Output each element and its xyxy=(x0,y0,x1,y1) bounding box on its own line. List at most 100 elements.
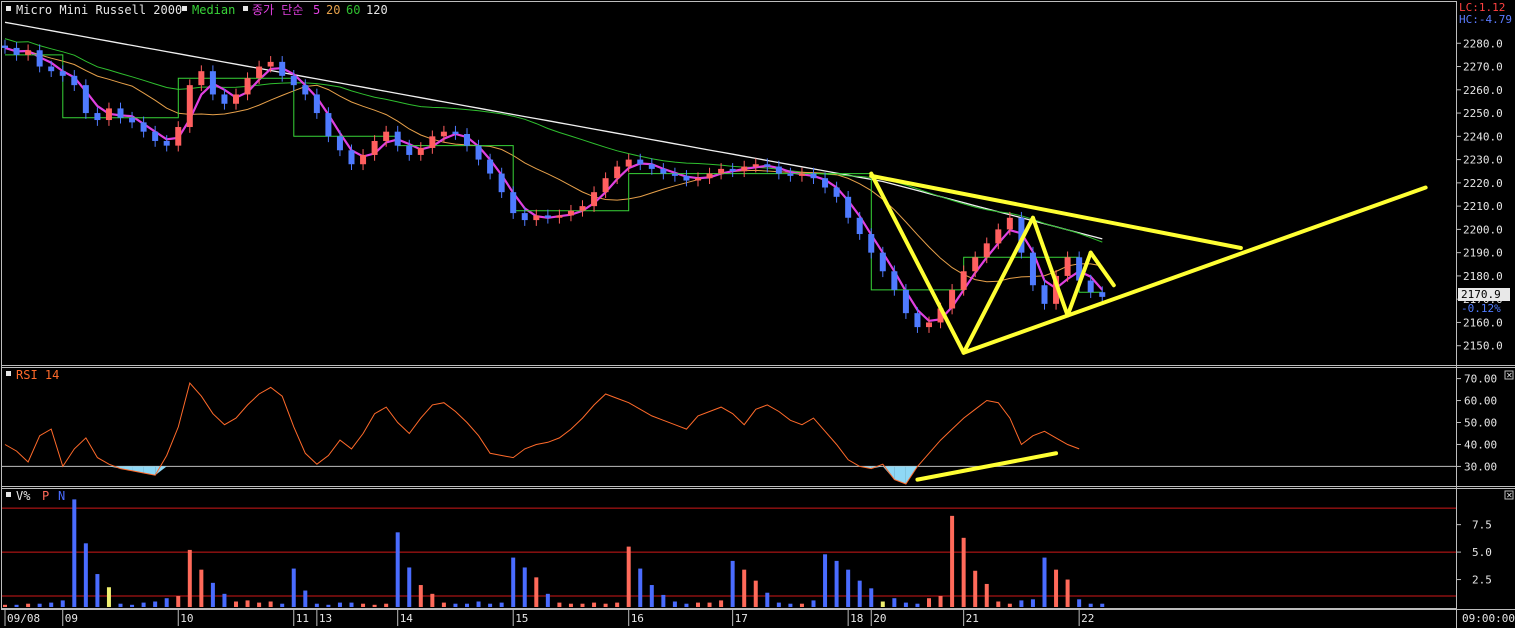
time-tick-label: 18 xyxy=(850,612,863,625)
candle-body xyxy=(914,313,921,328)
change-pct-label: -0.12% xyxy=(1461,302,1501,315)
volume-bar xyxy=(961,537,966,607)
time-tick-label: 14 xyxy=(400,612,414,625)
volume-tick-label: 2.5 xyxy=(1472,574,1492,587)
median-legend: Median xyxy=(192,3,235,17)
volume-bar xyxy=(696,602,700,607)
volume-bar xyxy=(130,604,135,607)
candle-body xyxy=(960,271,967,290)
rsi-tick-label: 40.00 xyxy=(1464,438,1497,451)
volume-bar xyxy=(441,602,446,607)
lc-label: LC:1.12 xyxy=(1459,1,1505,14)
hc-label: HC:-4.79 xyxy=(1459,13,1512,26)
candle-body xyxy=(567,210,574,216)
volume-bar xyxy=(1065,579,1070,607)
volume-bar xyxy=(1088,603,1093,607)
volume-bar xyxy=(314,603,319,607)
candle-body xyxy=(833,187,840,197)
candle-body xyxy=(729,168,736,172)
volume-bar xyxy=(927,598,931,607)
ma60-legend: 60 xyxy=(346,3,360,17)
price-tick-label: 2160.0 xyxy=(1463,316,1503,329)
legend-square-icon xyxy=(243,6,248,11)
price-tick-label: 2240.0 xyxy=(1463,130,1503,143)
rsi-panel-close-button[interactable]: ✕ xyxy=(1504,370,1514,380)
volume-bar xyxy=(60,600,65,607)
candle-body xyxy=(256,66,263,79)
close-icon: ✕ xyxy=(1506,491,1513,500)
time-tick-label: 09 xyxy=(65,612,78,625)
rsi-oversold-fill xyxy=(155,466,167,476)
trend-line xyxy=(961,215,1035,355)
candle-body xyxy=(810,173,817,179)
candle-body xyxy=(775,166,782,174)
last-price-box xyxy=(1458,288,1510,301)
candle-body xyxy=(82,85,89,114)
candle-body xyxy=(440,131,447,137)
candle-body xyxy=(591,192,598,207)
volume-bar xyxy=(176,596,181,607)
volume-bar xyxy=(684,603,689,607)
candle-body xyxy=(637,159,644,165)
candle-body xyxy=(279,61,286,76)
candle-body xyxy=(983,243,990,258)
candle-body xyxy=(13,47,20,55)
volume-bar xyxy=(49,602,54,607)
candle-body xyxy=(464,134,470,146)
candle-body xyxy=(937,308,944,323)
candle-body xyxy=(533,215,540,221)
price-scale-info: LC:1.12 HC:-4.79 2170.9 -0.12% xyxy=(1458,1,1512,315)
volume-bar xyxy=(257,602,262,607)
last-price-label: 2170.9 xyxy=(1461,288,1501,301)
time-tick-label: 11 xyxy=(296,612,309,625)
candle-body xyxy=(510,192,517,214)
ma5-legend: 5 xyxy=(313,3,320,17)
candle-body xyxy=(140,122,147,132)
candle-body xyxy=(36,50,43,67)
rsi-oversold-fill xyxy=(120,466,133,471)
candle-body xyxy=(475,145,482,160)
candle-body xyxy=(406,145,413,155)
trend-line xyxy=(1065,250,1093,318)
candle-body xyxy=(625,159,632,167)
volume-bar xyxy=(1030,599,1035,607)
price-tick-label: 2210.0 xyxy=(1463,200,1503,213)
rsi-tick-label: 70.00 xyxy=(1464,373,1497,386)
candle-body xyxy=(949,289,956,309)
legend-square-icon xyxy=(6,6,11,11)
volume-bar xyxy=(511,557,516,607)
volume-bar xyxy=(349,602,354,607)
trend-line xyxy=(1030,215,1070,318)
candle-body xyxy=(845,196,852,218)
candle-body xyxy=(579,206,586,211)
time-tick-label: 17 xyxy=(735,612,748,625)
candle-body xyxy=(244,78,251,95)
volume-bar xyxy=(1042,557,1047,607)
candle-body xyxy=(129,117,136,123)
volume-bar xyxy=(522,567,527,607)
volume-bar xyxy=(1054,569,1059,607)
price-tick-label: 2250.0 xyxy=(1463,107,1503,120)
volume-bar xyxy=(753,580,758,607)
axis-ticks: 2280.02270.02260.02250.02240.02230.02220… xyxy=(4,37,1503,626)
volume-bar xyxy=(407,567,412,607)
candle-body xyxy=(302,85,309,95)
volume-bar xyxy=(326,604,331,607)
candle-body xyxy=(764,164,771,167)
ma20-legend: 20 xyxy=(326,3,340,17)
volume-bar xyxy=(465,603,469,607)
candle-body xyxy=(856,217,863,235)
volume-tick-label: 7.5 xyxy=(1472,519,1492,532)
candle-body xyxy=(290,75,297,86)
candle-body xyxy=(2,45,8,48)
candle-body xyxy=(695,178,701,181)
candle-body xyxy=(1087,280,1094,293)
candle-body xyxy=(394,131,401,146)
trend-line xyxy=(961,185,1428,355)
candle-body xyxy=(1029,252,1036,286)
volume-bar xyxy=(83,543,88,607)
candle-body xyxy=(48,66,55,72)
volume-panel-close-button[interactable]: ✕ xyxy=(1504,490,1514,500)
candle-body xyxy=(209,71,216,95)
candle-body xyxy=(521,213,528,221)
